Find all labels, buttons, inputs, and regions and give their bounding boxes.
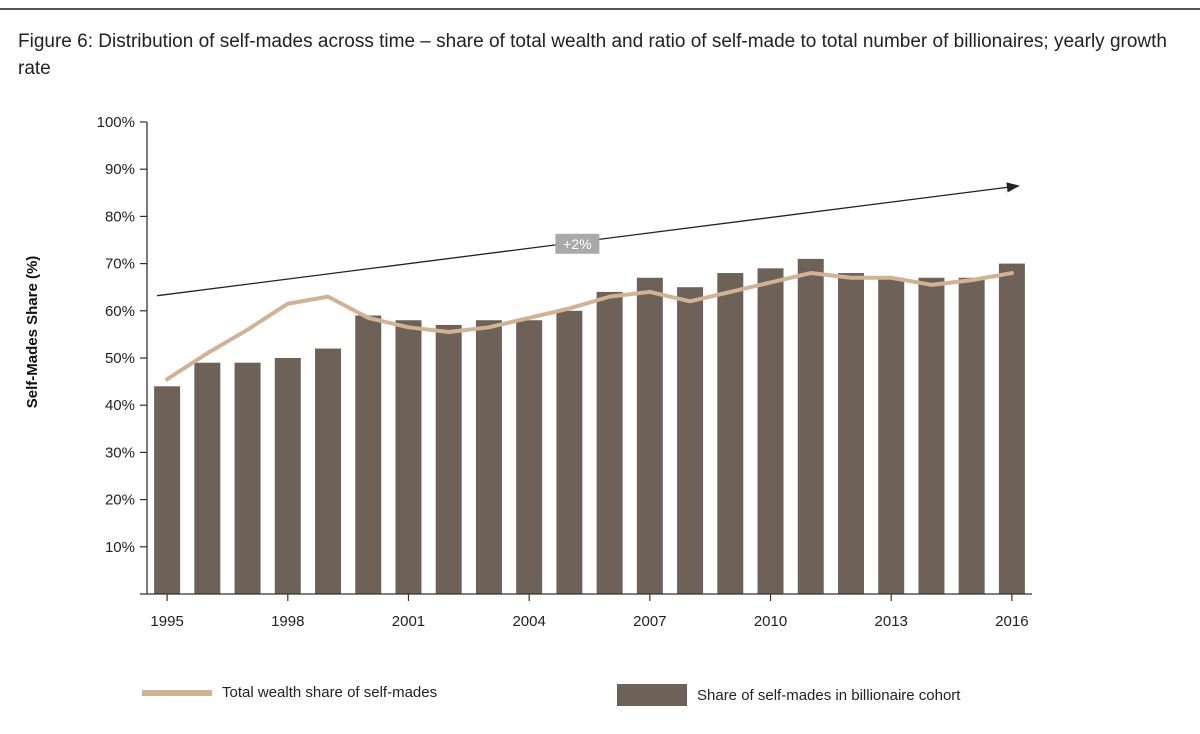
y-tick-label: 10% [105,539,135,556]
y-tick-label: 50% [105,350,135,367]
y-tick-label: 100% [97,114,135,131]
trend-badge [555,233,600,254]
y-tick-label: 40% [105,397,135,414]
top-rule [0,8,1200,10]
bar-2000 [355,315,382,594]
y-tick-label: 60% [105,303,135,320]
trend-arrow-head [1006,182,1020,193]
bar-1995 [154,386,181,594]
bar-2012 [837,273,864,594]
y-axis-label: Self-Mades Share (%) [24,256,41,409]
x-tick-label: 2001 [392,613,425,630]
bar-2004 [516,320,543,594]
bar-1996 [194,362,221,594]
bar-2006 [596,291,623,594]
bar-2011 [797,258,824,594]
x-tick-label: 1998 [271,613,304,630]
x-tick-label: 2016 [995,613,1028,630]
legend-swatch-bar [617,684,687,706]
bar-2013 [878,277,905,594]
bar-2008 [677,287,704,594]
bar-1998 [274,358,301,594]
legend-label-bar: Share of self-mades in billionaire cohor… [697,686,961,704]
legend-item-bar: Share of self-mades in billionaire cohor… [617,684,960,706]
y-tick-label: 90% [105,161,135,178]
bar-2010 [757,268,784,594]
x-tick-label: 2007 [633,613,666,630]
bar-2016 [998,263,1025,594]
bar-2003 [475,320,502,594]
y-tick-label: 80% [105,208,135,225]
trend-badge-label: +2% [563,236,591,252]
bar-1997 [234,362,261,594]
x-tick-label: 2004 [512,613,545,630]
y-tick-label: 70% [105,256,135,273]
legend-item-line: Total wealth share of self-mades [142,684,437,701]
bar-2009 [717,273,744,594]
x-tick-label: 2010 [754,613,787,630]
bar-2015 [958,277,985,594]
x-tick-label: 1995 [150,613,183,630]
bar-2002 [435,324,462,594]
y-tick-label: 20% [105,492,135,509]
legend-label-line: Total wealth share of self-mades [222,684,438,701]
x-tick-label: 2013 [875,613,908,630]
bar-2014 [918,277,945,594]
y-tick-label: 30% [105,444,135,461]
figure-caption: Figure 6: Distribution of self-mades acr… [18,31,1167,79]
bar-2005 [556,310,583,594]
bar-2001 [395,320,422,594]
bar-1999 [315,348,342,594]
wealth-share-line [165,271,1014,382]
legend-swatch-line [142,689,212,696]
bar-2007 [636,277,663,594]
